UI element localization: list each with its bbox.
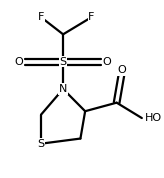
Text: HO: HO	[145, 113, 162, 123]
Text: S: S	[60, 57, 67, 67]
Text: S: S	[38, 139, 45, 149]
Text: N: N	[59, 84, 67, 94]
Text: F: F	[38, 12, 44, 22]
Text: O: O	[117, 65, 126, 75]
Text: F: F	[88, 12, 95, 22]
Text: O: O	[103, 57, 112, 67]
Text: O: O	[15, 57, 23, 67]
